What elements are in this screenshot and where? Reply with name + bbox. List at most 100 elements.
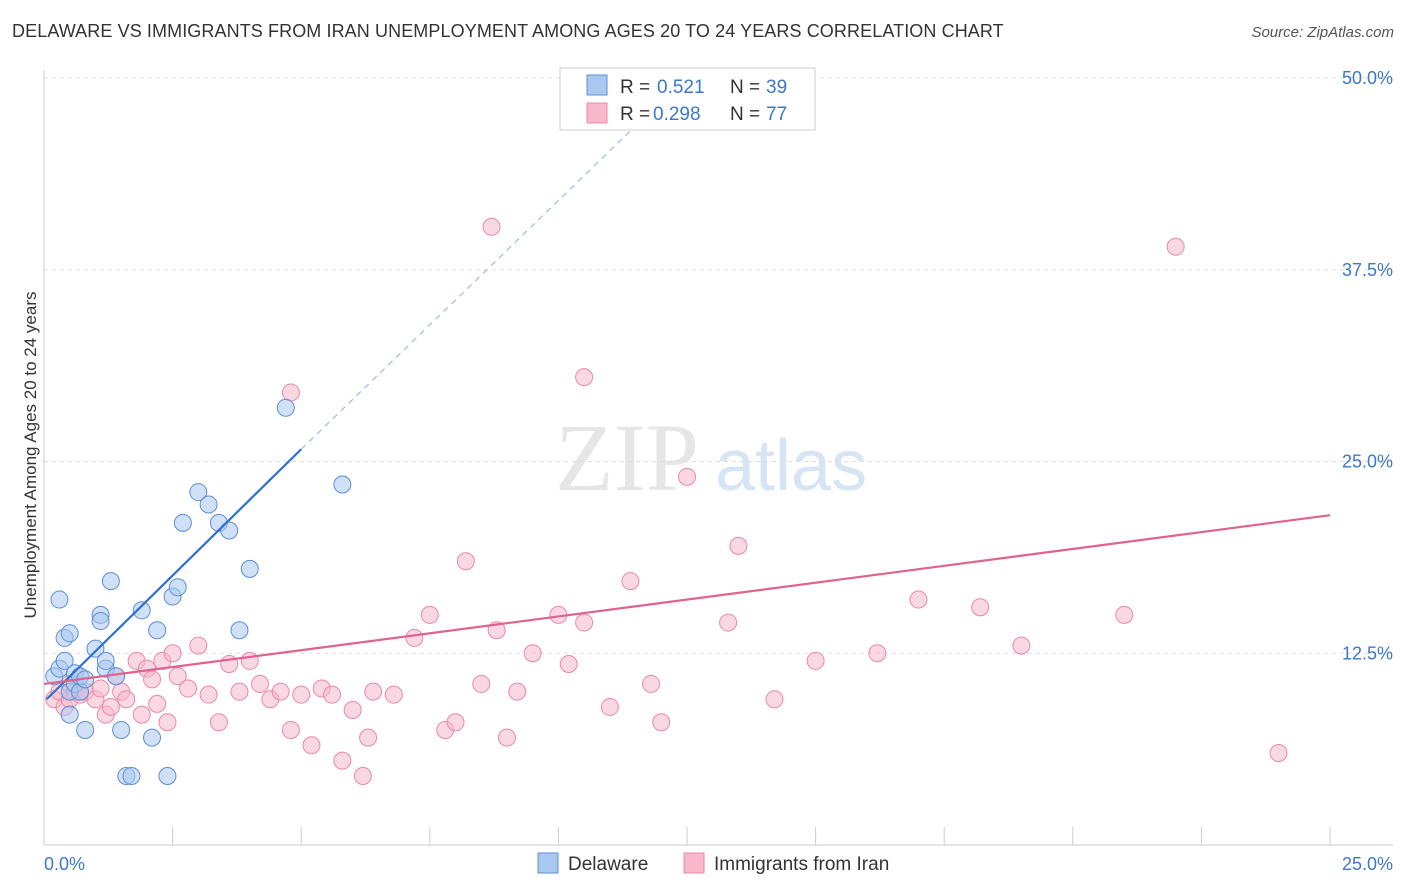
iran-point-63 <box>719 613 738 632</box>
delaware-points <box>45 398 352 785</box>
iran-point-74 <box>575 368 594 387</box>
delaware-point-14 <box>86 639 105 658</box>
legend: R = 0.521 N = 39 R = 0.298 N = 77 <box>559 67 816 131</box>
delaware-point-19 <box>101 572 120 591</box>
iran-point-57 <box>575 613 594 632</box>
iran-point-18 <box>143 670 162 689</box>
iran-point-67 <box>868 644 887 663</box>
source-label: Source: ZipAtlas.com <box>1251 24 1394 41</box>
iran-point-48 <box>446 713 465 732</box>
iran-point-68 <box>909 590 928 609</box>
iran-point-25 <box>189 636 208 655</box>
delaware-point-35 <box>230 621 249 640</box>
delaware-point-36 <box>240 559 259 578</box>
iran-point-39 <box>333 751 352 770</box>
iran-point-46 <box>420 605 439 624</box>
axes <box>43 70 1393 846</box>
iran-point-40 <box>343 701 362 720</box>
iran-point-60 <box>641 674 660 693</box>
delaware-point-23 <box>122 766 141 785</box>
legend-swatch-delaware <box>586 74 608 96</box>
legend-r-label-iran: R = <box>620 104 650 125</box>
bottom-legend-label-delaware: Delaware <box>568 854 648 875</box>
x-tick-label-1: 25.0% <box>1342 854 1393 874</box>
iran-point-23 <box>168 667 187 686</box>
delaware-point-38 <box>333 475 352 494</box>
bottom-legend-label-iran: Immigrants from Iran <box>714 854 889 875</box>
legend-n-value-delaware: 39 <box>766 77 787 98</box>
iran-point-27 <box>209 713 228 732</box>
iran-point-62 <box>678 467 696 486</box>
y-tick-label-0: 12.5% <box>1342 643 1393 663</box>
iran-point-69 <box>971 598 990 617</box>
y-axis-title: Unemployment Among Ages 20 to 24 years <box>21 292 40 619</box>
chart-title: DELAWARE VS IMMIGRANTS FROM IRAN UNEMPLO… <box>12 21 1004 41</box>
delaware-point-2 <box>55 651 74 670</box>
bottom-legend-swatch-delaware <box>537 852 559 874</box>
x-tick-labels: 0.0% 25.0% <box>44 854 1393 874</box>
iran-point-38 <box>323 685 342 704</box>
iran-point-75 <box>281 383 300 402</box>
iran-point-66 <box>806 651 825 670</box>
iran-point-35 <box>292 685 311 704</box>
delaware-point-25 <box>143 728 162 747</box>
delaware-point-18 <box>96 651 115 670</box>
delaware-point-34 <box>220 521 239 540</box>
iran-point-34 <box>281 720 300 739</box>
iran-point-42 <box>359 728 378 747</box>
delaware-point-24 <box>132 601 151 620</box>
y-tick-labels: 12.5% 25.0% 37.5% 50.0% <box>1342 68 1393 663</box>
iran-point-16 <box>132 705 151 724</box>
iran-point-52 <box>497 728 516 747</box>
iran-point-41 <box>353 766 372 785</box>
legend-r-value-delaware: 0.521 <box>657 77 705 98</box>
iran-point-54 <box>523 644 542 663</box>
iran-point-24 <box>179 679 198 698</box>
iran-point-11 <box>101 697 120 716</box>
delaware-point-32 <box>199 495 218 514</box>
iran-point-26 <box>199 685 218 704</box>
iran-point-33 <box>271 682 290 701</box>
iran-point-44 <box>384 685 403 704</box>
delaware-point-27 <box>158 766 177 785</box>
legend-swatch-iran <box>586 102 608 124</box>
trendlines <box>43 100 1331 701</box>
iran-point-9 <box>91 679 110 698</box>
y-tick-label-1: 25.0% <box>1342 452 1393 472</box>
legend-r-value-iran: 0.298 <box>653 104 701 125</box>
delaware-point-37 <box>276 398 295 417</box>
delaware-point-29 <box>168 578 187 597</box>
iran-point-59 <box>621 572 640 591</box>
iran-point-21 <box>158 713 177 732</box>
legend-n-label-iran: N = <box>730 104 760 125</box>
iran-point-73 <box>482 217 501 236</box>
delaware-point-21 <box>112 720 131 739</box>
delaware-trendline <box>45 448 302 701</box>
delaware-point-26 <box>148 621 167 640</box>
iran-point-22 <box>163 644 182 663</box>
iran-point-64 <box>729 536 748 555</box>
iran-point-71 <box>1115 605 1134 624</box>
iran-point-76 <box>1269 743 1288 762</box>
y-tick-label-2: 37.5% <box>1342 260 1393 280</box>
iran-point-61 <box>652 713 671 732</box>
iran-point-72 <box>1166 237 1185 256</box>
iran-point-29 <box>230 682 249 701</box>
bottom-legend-swatch-iran <box>683 852 705 874</box>
bottom-legend: Delaware Immigrants from Iran <box>537 852 889 875</box>
iran-point-31 <box>251 674 270 693</box>
iran-point-49 <box>456 552 475 571</box>
delaware-trendline-extension <box>300 100 662 450</box>
iran-point-65 <box>765 690 784 709</box>
iran-point-58 <box>600 697 619 716</box>
delaware-point-16 <box>91 612 110 631</box>
iran-point-43 <box>364 682 383 701</box>
delaware-point-30 <box>173 513 192 532</box>
delaware-point-13 <box>76 720 95 739</box>
iran-trendline <box>43 514 1331 686</box>
delaware-point-6 <box>50 590 69 609</box>
iran-point-19 <box>148 694 167 713</box>
iran-point-56 <box>559 654 578 673</box>
iran-point-45 <box>405 628 424 647</box>
